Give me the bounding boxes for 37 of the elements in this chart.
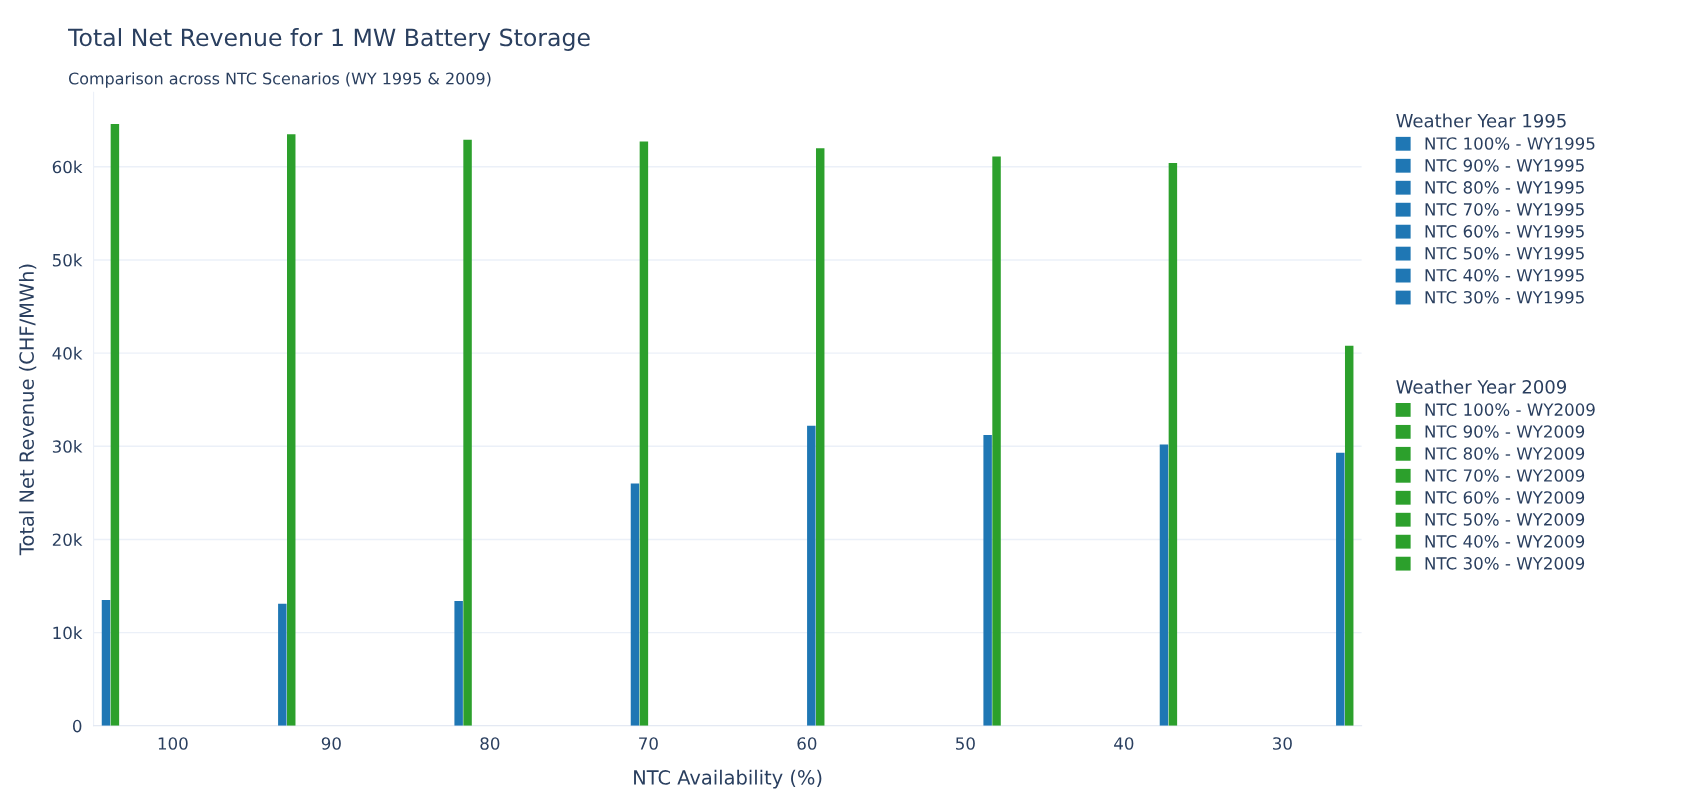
legend-title: Weather Year 1995 (1396, 113, 1566, 128)
x-tick-label: 40 (1114, 737, 1134, 750)
legend-label: NTC 90% - WY2009 (1425, 425, 1585, 438)
x-tick-label: 90 (321, 737, 341, 750)
legend-label: NTC 60% - WY2009 (1425, 491, 1585, 504)
legend-label: NTC 100% - WY1995 (1425, 137, 1595, 150)
chart-title: Total Net Revenue for 1 MW Battery Storage (68, 28, 590, 51)
legend-label: NTC 90% - WY1995 (1425, 159, 1584, 172)
text: Weather Year 2009 (1396, 379, 1567, 394)
legend-label: NTC 40% - WY2009 (1425, 535, 1585, 548)
x-axis-title: NTC Availability (%) (634, 769, 822, 789)
y-tick-label: 0 (72, 719, 82, 733)
legend-label: NTC 80% - WY1995 (1425, 181, 1584, 194)
y-tick-label: 10k (53, 626, 83, 640)
legend-label: NTC 50% - WY2009 (1425, 513, 1585, 526)
y-tick-label: 60k (52, 160, 83, 174)
legend-label: NTC 80% - WY2009 (1425, 447, 1585, 460)
legend-label: NTC 30% - WY1995 (1425, 290, 1584, 304)
y-axis-title: Total Net Revenue (CHF/MWh) (18, 264, 37, 556)
legend-label: NTC 30% - WY2009 (1425, 557, 1585, 570)
x-tick-label: 60 (797, 737, 817, 750)
y-tick-label: 50k (52, 253, 83, 267)
y-tick-label: 40k (52, 346, 83, 360)
x-tick-label: 80 (480, 737, 500, 750)
legend-label: NTC 60% - WY1995 (1425, 225, 1584, 238)
x-tick-label: 70 (639, 737, 658, 750)
y-tick-label: 20k (52, 533, 83, 547)
x-tick-label: 50 (956, 737, 975, 750)
legend-label: NTC 70% - WY2009 (1425, 469, 1585, 482)
x-tick-label: 30 (1273, 737, 1292, 750)
legend-label: NTC 40% - WY1995 (1425, 268, 1584, 282)
x-tick-label: 100 (158, 737, 188, 750)
legend-label: NTC 100% - WY2009 (1425, 403, 1595, 416)
y-tick-label: 30k (52, 439, 83, 453)
legend-label: NTC 50% - WY1995 (1425, 247, 1584, 260)
legend-label: NTC 70% - WY1995 (1425, 203, 1584, 216)
chart-subtitle: Comparison across NTC Scenarios (WY 1995 & 2009) (68, 72, 491, 88)
